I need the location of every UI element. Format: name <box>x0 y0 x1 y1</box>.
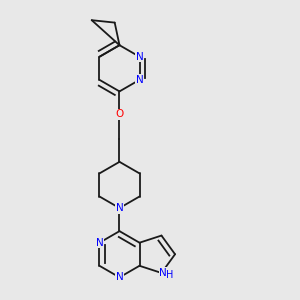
Text: N: N <box>136 52 143 62</box>
Text: N: N <box>116 272 123 282</box>
Text: N: N <box>116 203 123 213</box>
Text: N: N <box>96 238 104 248</box>
Text: H: H <box>166 270 174 280</box>
Text: N: N <box>136 75 143 85</box>
Text: O: O <box>116 110 124 119</box>
Text: N: N <box>159 268 167 278</box>
